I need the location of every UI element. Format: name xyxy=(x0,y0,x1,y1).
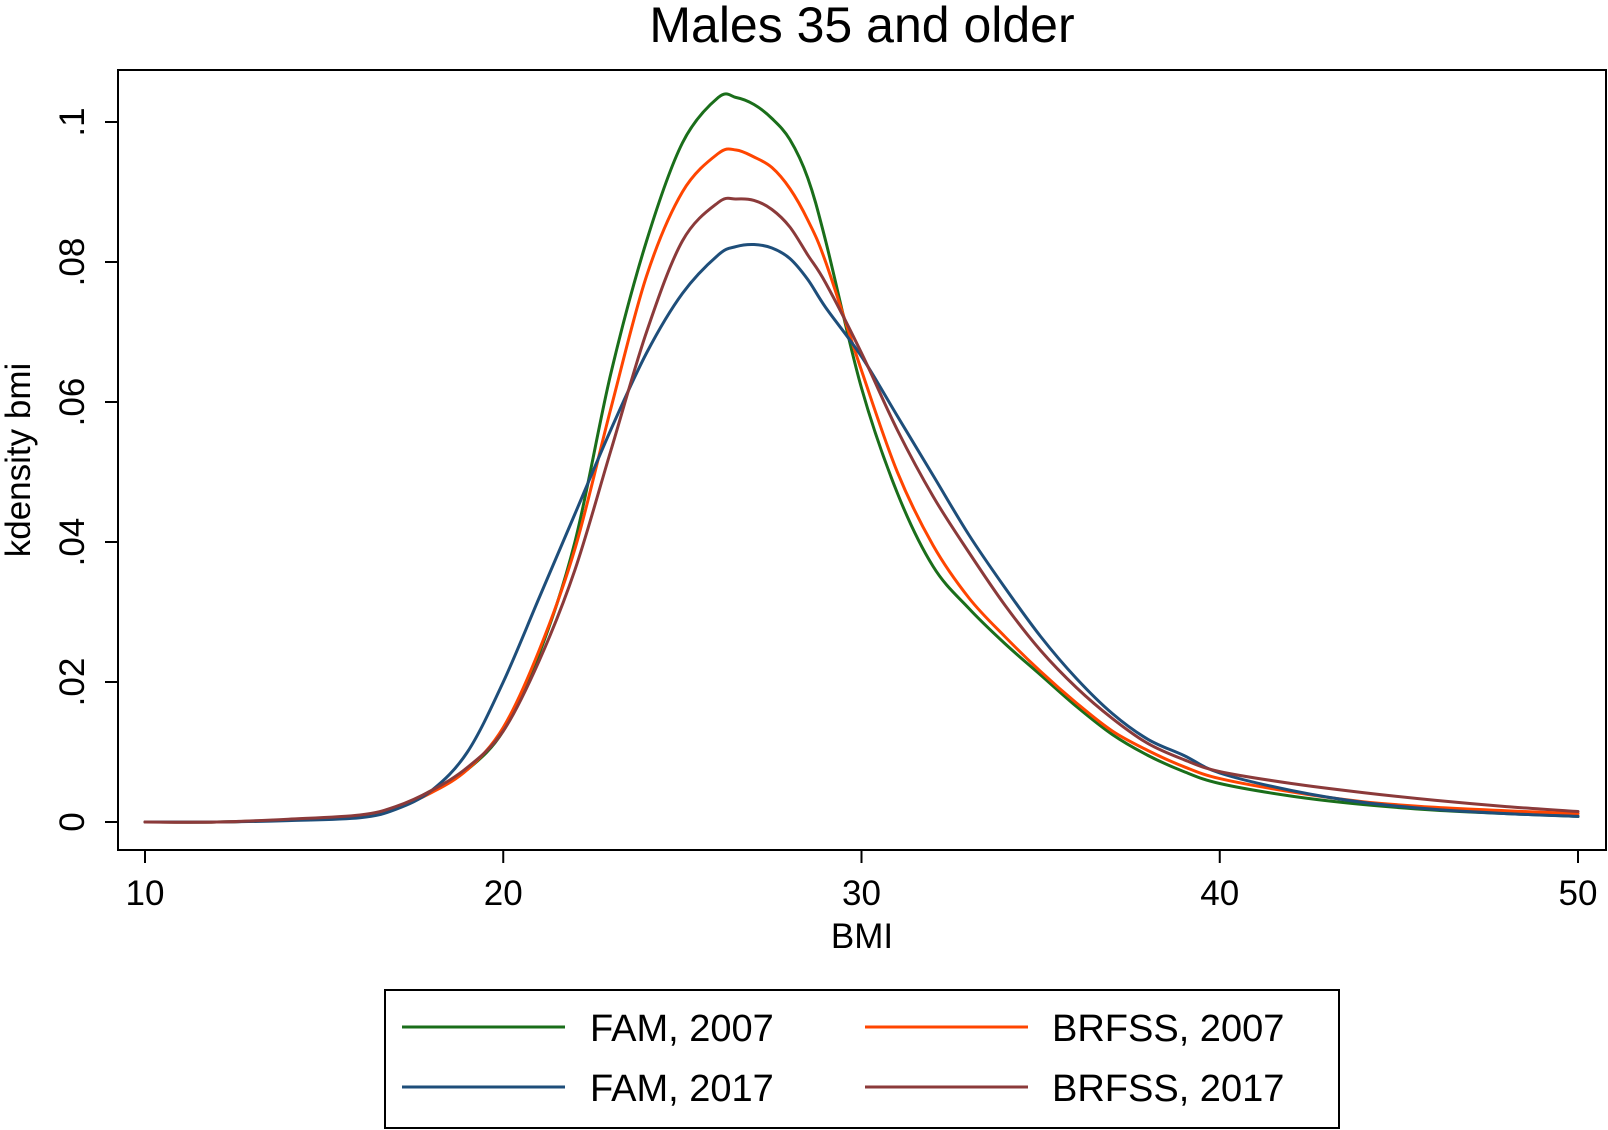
legend-label-brfss-2017: BRFSS, 2017 xyxy=(1052,1068,1284,1110)
y-tick-label: .08 xyxy=(53,238,92,287)
y-axis: 0 .02 .04 .06 .08 .1 xyxy=(53,107,118,832)
series-lines xyxy=(143,92,1580,824)
chart-title: Males 35 and older xyxy=(649,0,1074,53)
legend-label-fam-2007: FAM, 2007 xyxy=(590,1008,774,1050)
legend-frame xyxy=(384,989,1340,1129)
y-tick-label: .02 xyxy=(53,658,92,707)
series-line-fam-2017 xyxy=(143,242,1580,824)
x-tick-label: 40 xyxy=(1200,874,1239,913)
x-tick-label: 30 xyxy=(842,874,881,913)
legend-label-brfss-2007: BRFSS, 2007 xyxy=(1052,1008,1284,1050)
x-axis-label: BMI xyxy=(831,917,893,956)
series-line-fam-2007 xyxy=(143,92,1580,824)
x-tick-label: 20 xyxy=(484,874,523,913)
y-tick-label: .1 xyxy=(53,107,92,136)
plot-frame xyxy=(117,69,1607,851)
y-tick-label: 0 xyxy=(53,812,92,831)
y-axis-label: kdensity bmi xyxy=(0,363,38,558)
legend-label-fam-2017: FAM, 2017 xyxy=(590,1068,774,1110)
legend: FAM, 2007 BRFSS, 2007 FAM, 2017 BRFSS, 2… xyxy=(384,989,1340,1129)
x-axis: 10 20 30 40 50 xyxy=(126,850,1598,913)
y-tick-label: .06 xyxy=(53,378,92,427)
x-tick-label: 10 xyxy=(126,874,165,913)
x-tick-label: 50 xyxy=(1559,874,1598,913)
series-line-brfss-2017 xyxy=(143,196,1580,824)
y-tick-label: .04 xyxy=(53,518,92,567)
series-line-brfss-2007 xyxy=(143,147,1580,824)
